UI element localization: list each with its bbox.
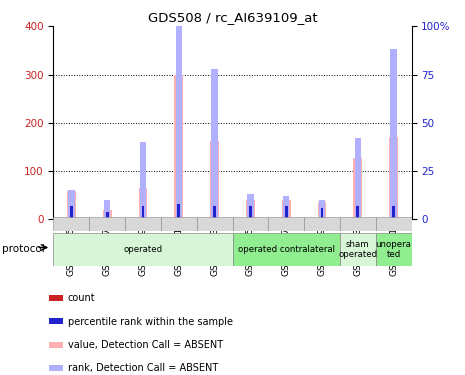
Bar [376,232,412,266]
Bar [176,0,182,219]
Bar [246,200,255,219]
Bar [320,216,324,219]
Text: count: count [68,293,95,303]
Bar [177,216,180,219]
Bar [53,232,232,266]
Bar [67,191,76,219]
Bar [247,194,253,219]
Bar [139,188,147,219]
Text: rank, Detection Call = ABSENT: rank, Detection Call = ABSENT [68,363,218,373]
Bar [106,217,109,219]
Bar [177,204,180,219]
Bar [141,216,145,219]
Bar [213,206,216,219]
Bar [304,217,340,231]
Bar [197,217,232,231]
Bar [49,365,63,371]
Bar [212,69,218,219]
Bar [49,318,63,324]
Bar [353,158,362,219]
Bar [49,342,63,348]
Bar [106,211,109,219]
Bar [285,206,288,219]
Bar [70,206,73,219]
Bar [210,141,219,219]
Bar [249,216,252,219]
Bar [68,190,74,219]
Bar [392,216,395,219]
Bar [140,142,146,219]
Bar [320,208,324,219]
Bar [232,217,268,231]
Bar [232,232,340,266]
Bar [319,200,325,219]
Bar [49,295,63,301]
Bar [70,216,73,219]
Bar [213,216,216,219]
Bar [125,217,161,231]
Text: percentile rank within the sample: percentile rank within the sample [68,316,232,327]
Text: operated contralateral: operated contralateral [238,245,335,254]
Bar [355,138,361,219]
Bar [391,50,397,219]
Bar [53,217,89,231]
Bar [282,200,291,219]
Bar [285,216,288,219]
Bar [141,206,145,219]
Bar [249,206,252,219]
Text: value, Detection Call = ABSENT: value, Detection Call = ABSENT [68,340,223,350]
Text: sham
operated: sham operated [338,240,378,259]
Bar [161,217,197,231]
Text: unopera
ted: unopera ted [376,240,412,259]
Bar [340,217,376,231]
Bar [376,217,412,231]
Bar [340,232,376,266]
Bar [318,202,326,219]
Bar [389,137,398,219]
Bar [392,206,395,219]
Bar [356,216,359,219]
Title: GDS508 / rc_AI639109_at: GDS508 / rc_AI639109_at [148,11,317,24]
Bar [268,217,304,231]
Text: protocol: protocol [2,244,45,254]
Bar [103,210,112,219]
Bar [174,75,183,219]
Bar [356,206,359,219]
Bar [283,196,289,219]
Bar [104,200,110,219]
Bar [89,217,125,231]
Text: operated: operated [123,245,163,254]
